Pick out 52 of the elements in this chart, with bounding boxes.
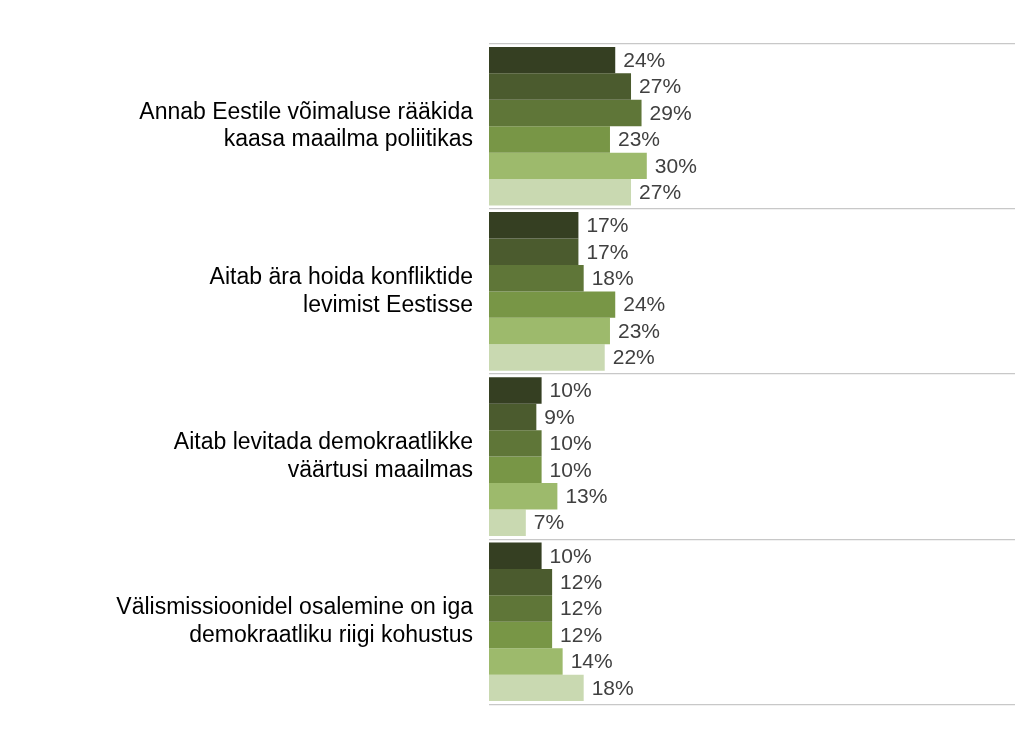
data-label: 23% bbox=[617, 318, 661, 342]
bar bbox=[489, 73, 632, 100]
bar bbox=[489, 238, 579, 265]
y-tick-label: Välismissioonidel osalemine on iga demokraatliku riigi kohustus bbox=[116, 593, 474, 647]
bar bbox=[489, 568, 553, 596]
bar bbox=[489, 46, 616, 74]
data-label: 29% bbox=[649, 100, 692, 124]
bar bbox=[489, 674, 584, 702]
bar bbox=[489, 377, 542, 404]
data-label: 17% bbox=[586, 239, 629, 263]
data-label: 7% bbox=[533, 510, 565, 534]
y-tick-label: Aitab ära hoida konfliktide levimist Eestisse bbox=[209, 262, 473, 317]
bar bbox=[489, 264, 584, 292]
data-label: 10% bbox=[549, 431, 592, 455]
bar bbox=[489, 456, 542, 484]
bar bbox=[489, 152, 647, 180]
data-label: 23% bbox=[617, 127, 661, 151]
y-tick-label: Annab Eestile võimaluse rääkida kaasa maailma poliitikas bbox=[139, 97, 474, 152]
bar bbox=[489, 179, 632, 206]
data-label: 27% bbox=[639, 180, 682, 204]
bar bbox=[489, 648, 563, 675]
data-label: 24% bbox=[623, 47, 666, 71]
bar bbox=[489, 430, 542, 457]
bar bbox=[489, 595, 553, 622]
data-label: 12% bbox=[560, 596, 603, 620]
bar bbox=[489, 291, 616, 318]
bar bbox=[489, 317, 610, 345]
data-label: 18% bbox=[591, 265, 634, 289]
data-label: 14% bbox=[570, 649, 613, 673]
y-tick-label: Aitab levitada demokraatlikke väärtusi maailmas bbox=[173, 428, 473, 482]
bar bbox=[489, 542, 542, 569]
data-label: 17% bbox=[586, 213, 629, 237]
bar bbox=[489, 403, 537, 431]
data-label: 18% bbox=[591, 675, 634, 699]
data-label: 10% bbox=[549, 378, 592, 402]
bar bbox=[489, 621, 553, 649]
data-label: 24% bbox=[623, 292, 666, 316]
bar bbox=[489, 483, 558, 510]
bar bbox=[489, 212, 579, 239]
data-label: 12% bbox=[560, 622, 603, 646]
data-label: 10% bbox=[549, 543, 592, 567]
bar bbox=[489, 344, 605, 371]
data-label: 9% bbox=[544, 404, 575, 428]
bar bbox=[489, 99, 642, 127]
data-label: 22% bbox=[612, 345, 655, 369]
bar bbox=[489, 126, 610, 153]
bar bbox=[489, 509, 526, 536]
data-label: 10% bbox=[549, 457, 592, 481]
data-label: 12% bbox=[560, 569, 603, 593]
data-label: 30% bbox=[654, 153, 697, 177]
data-label: 13% bbox=[565, 484, 608, 508]
data-label: 27% bbox=[639, 74, 682, 98]
